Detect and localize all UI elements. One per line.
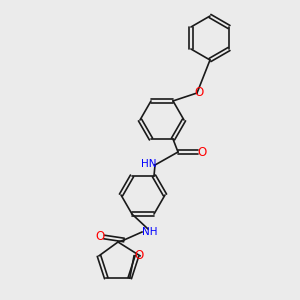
Text: O: O <box>194 85 204 98</box>
Text: O: O <box>95 230 105 242</box>
Text: NH: NH <box>142 227 158 237</box>
Text: O: O <box>134 249 144 262</box>
Text: O: O <box>197 146 207 158</box>
Text: HN: HN <box>141 159 157 169</box>
